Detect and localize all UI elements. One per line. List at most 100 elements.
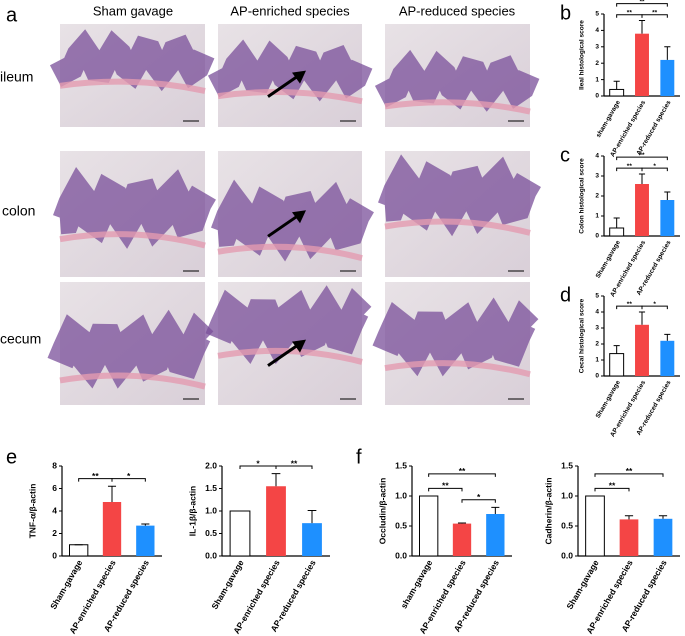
bar-chart: 0 1 2 3 4 5 Ileal histological score sham-gavag… xyxy=(579,0,680,158)
tissue-villi xyxy=(53,166,216,249)
column-header: Sham gavage xyxy=(93,3,173,18)
error-bar xyxy=(457,522,467,524)
error-bar xyxy=(271,473,281,487)
significance-label: ** xyxy=(627,301,633,308)
panel-label: e xyxy=(6,446,17,468)
y-tick-label: 1.5 xyxy=(561,460,573,470)
bar xyxy=(229,510,251,557)
x-tick-label: Sham-gavage xyxy=(595,379,622,419)
bar xyxy=(102,502,122,556)
bar xyxy=(619,519,639,556)
significance-label: ** xyxy=(639,0,645,5)
arrow-head xyxy=(292,210,306,224)
tissue-villi xyxy=(47,309,214,389)
significance-label: ** xyxy=(626,466,633,476)
y-tick-label: 1.0 xyxy=(561,490,573,500)
panel-label: a xyxy=(6,4,18,26)
bar-chart: 0 1 2 3 4 5 Cecal histological score Sham-gavag… xyxy=(579,293,680,438)
significance-label: ** xyxy=(652,9,658,16)
histology-grid xyxy=(47,24,541,405)
error-bar xyxy=(638,173,646,184)
y-tick-label: 0.5 xyxy=(561,520,573,530)
significance-label: ** xyxy=(627,9,633,16)
y-tick-label: 4 xyxy=(52,505,57,515)
bar xyxy=(452,523,472,556)
error-bar xyxy=(613,80,620,90)
bar xyxy=(635,33,649,96)
y-tick-label: 1.5 xyxy=(395,460,407,470)
y-tick-label: 0.0 xyxy=(561,550,573,560)
bar xyxy=(609,353,625,377)
y-tick-label: 0 xyxy=(595,373,599,380)
y-axis-label: IL-1β/β-actin xyxy=(187,486,197,537)
y-tick-label: 0 xyxy=(52,550,57,560)
row-label: colon xyxy=(2,203,35,219)
y-tick-label: 2.0 xyxy=(205,460,217,470)
significance-label: ** xyxy=(459,466,466,476)
x-tick-label: Sham-gavage xyxy=(48,558,84,611)
y-axis-label: Ileal histological score xyxy=(579,20,586,90)
tissue-muscle xyxy=(384,218,531,236)
bar xyxy=(136,525,155,556)
error-bar xyxy=(624,515,634,520)
arrow-head xyxy=(292,70,306,84)
column-header: AP-enriched species xyxy=(230,3,350,18)
tissue-villi xyxy=(374,49,540,112)
bar xyxy=(419,495,439,557)
bar xyxy=(609,227,625,237)
tissue-villi xyxy=(378,154,541,237)
significance-bracket xyxy=(616,3,668,7)
significance-label: ** xyxy=(627,163,633,170)
significance-label: ** xyxy=(639,152,645,159)
error-bar xyxy=(664,333,671,341)
y-tick-label: 3 xyxy=(595,44,599,51)
bar xyxy=(486,514,505,556)
significance-label: ** xyxy=(442,481,449,491)
significance-bracket xyxy=(594,473,664,477)
significance-label: ** xyxy=(609,481,616,491)
bar xyxy=(69,544,89,557)
y-tick-label: 1 xyxy=(595,76,599,83)
error-bar xyxy=(613,217,620,228)
y-tick-label: 1.0 xyxy=(205,505,217,515)
tissue-villi xyxy=(207,39,373,102)
y-tick-label: 3 xyxy=(595,173,599,180)
arrow-head xyxy=(292,339,306,353)
bar-chart: 0.00.51.01.5Occludin/β-actinsham-gavageA… xyxy=(377,460,512,636)
y-tick-label: 2 xyxy=(595,193,599,200)
significance-bracket xyxy=(616,156,668,161)
tissue-muscle xyxy=(217,88,363,105)
error-bar xyxy=(638,20,646,34)
y-tick-label: 5 xyxy=(595,11,599,18)
significance-bracket xyxy=(641,167,668,172)
y-tick-label: 2 xyxy=(52,528,57,538)
bar-chart: 0 1 2 3 4 Colon histological score Sham-gavage… xyxy=(579,152,680,298)
error-bar xyxy=(664,191,671,200)
bar-chart: 0.00.51.01.52.0IL-1β/β-actinSham-gavageA… xyxy=(187,458,330,636)
error-bar xyxy=(638,311,646,325)
x-tick-label: sham-gavage xyxy=(399,558,435,610)
x-tick-label: Sham-gavage xyxy=(564,558,600,611)
significance-bracket xyxy=(461,499,496,503)
tissue-villi xyxy=(205,285,372,365)
bar xyxy=(635,184,649,236)
significance-label: ** xyxy=(291,458,298,468)
error-bar xyxy=(141,523,150,526)
y-tick-label: 1.0 xyxy=(395,490,407,500)
y-axis-label: Cecal histological score xyxy=(579,298,586,373)
bar xyxy=(266,486,286,556)
bar xyxy=(660,59,675,96)
significance-label: * xyxy=(477,492,481,502)
y-tick-label: 4 xyxy=(595,153,599,160)
significance-label: ** xyxy=(92,471,99,481)
tissue-villi xyxy=(372,297,539,377)
x-tick-label: Sham-gavage xyxy=(595,239,622,279)
error-bar xyxy=(658,515,668,519)
bar-chart: 02468TNF-α/β-actinSham-gavageAP-enriched… xyxy=(27,460,162,636)
y-tick-label: 1.5 xyxy=(205,483,217,493)
significance-bracket xyxy=(428,487,463,492)
bar-chart: 0.00.51.01.5Cadherin/β-actinSham-gavageA… xyxy=(543,460,680,636)
y-axis-label: TNF-α/β-actin xyxy=(27,484,37,539)
panel-label: f xyxy=(356,446,362,468)
